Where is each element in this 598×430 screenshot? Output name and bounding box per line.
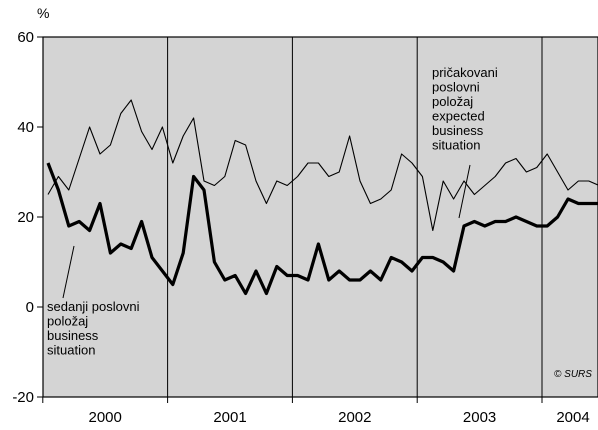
- current-business-situation-line: [46, 162, 598, 296]
- x-tick-label: 2000: [89, 409, 122, 426]
- series-label-line: pričakovani: [432, 65, 498, 80]
- expected-series-label: pričakovaniposlovnipoložajexpectedbusine…: [430, 65, 504, 219]
- year-gridlines: [167, 37, 543, 397]
- series-label-line: business: [47, 328, 99, 343]
- copyright-label: © SURS: [554, 369, 592, 380]
- x-axis: 2000 2001 2002 2003 2004: [42, 397, 590, 426]
- series-label-line: položaj: [432, 94, 473, 109]
- y-tick-label: 0: [26, 299, 34, 316]
- series-layer: [46, 99, 598, 296]
- series-label-line: poslovni: [432, 80, 480, 95]
- y-tick-label: 40: [17, 119, 34, 136]
- series-label-line: položaj: [47, 314, 88, 329]
- y-axis: 60 40 20 0 -20: [12, 29, 43, 406]
- series-label-line: expected: [432, 109, 485, 124]
- y-tick-label: 60: [17, 29, 34, 46]
- series-label-line: situation: [47, 343, 95, 358]
- series-label-line: sedanji poslovni: [47, 299, 140, 314]
- expected-business-situation-line: [47, 99, 598, 232]
- series-label-line: situation: [432, 138, 480, 153]
- y-tick-label: -20: [12, 389, 34, 406]
- y-unit-label: %: [37, 5, 49, 21]
- series-label-line: business: [432, 123, 484, 138]
- x-tick-label: 2001: [213, 409, 246, 426]
- label-backdrop: [430, 65, 504, 155]
- label-backdrop: [45, 299, 149, 360]
- current-label-leader: [62, 245, 75, 299]
- x-tick-label: 2004: [556, 409, 589, 426]
- x-tick-label: 2002: [338, 409, 371, 426]
- x-tick-label: 2003: [463, 409, 496, 426]
- expected-label-leader: [458, 164, 471, 219]
- y-tick-label: 20: [17, 209, 34, 226]
